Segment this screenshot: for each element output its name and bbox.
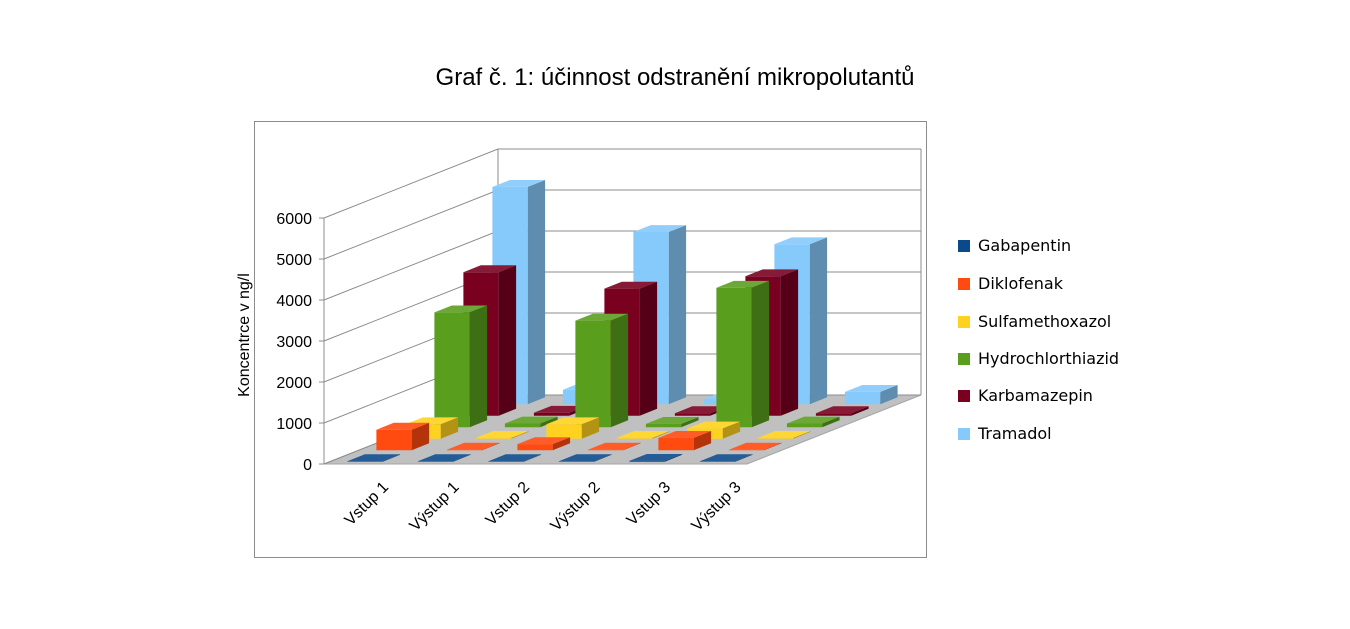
legend-swatch [958, 316, 970, 328]
y-axis-ticks: 0 1000 2000 3000 4000 5000 6000 [276, 211, 324, 474]
bar-diklofenak-vstup-3 [658, 431, 712, 451]
bar-hydrochlorthiazid-vstup-3 [716, 280, 770, 428]
legend-swatch [958, 240, 970, 252]
legend-swatch [958, 390, 970, 402]
legend-swatch [958, 353, 970, 365]
bar-sulfamethoxazol-vstup-3 [687, 421, 741, 439]
y-tick-label: 6000 [276, 211, 312, 228]
bar-hydrochlorthiazid-vystup-1 [504, 416, 558, 428]
bar-sulfamethoxazol-vstup-2 [546, 417, 600, 439]
bar-gabapentin-vystup-3 [699, 454, 753, 462]
bar-sulfamethoxazol-vystup-1 [475, 431, 529, 439]
bar-gabapentin-vystup-2 [558, 454, 612, 462]
bar-sulfamethoxazol-vystup-2 [616, 431, 670, 439]
bar-tramadol-vystup-3 [844, 385, 898, 405]
chart-bars [347, 180, 898, 462]
y-axis-label: Koncentrce v ng/l [236, 273, 253, 397]
bar-diklofenak-vystup-2 [587, 442, 641, 451]
legend-label: Diklofenak [978, 274, 1063, 293]
legend-label: Tramadol [978, 424, 1052, 443]
bar-diklofenak-vystup-1 [446, 442, 500, 451]
bar-hydrochlorthiazid-vstup-2 [575, 313, 629, 428]
bar-hydrochlorthiazid-vystup-3 [786, 416, 840, 428]
bar-sulfamethoxazol-vystup-3 [757, 431, 811, 439]
y-tick-label: 5000 [276, 252, 312, 269]
y-tick-label: 4000 [276, 293, 312, 310]
bar-karbamazepin-vystup-3 [815, 406, 869, 416]
legend-label: Hydrochlorthiazid [978, 349, 1120, 368]
bar-hydrochlorthiazid-vstup-1 [434, 305, 488, 428]
legend-label: Gabapentin [978, 236, 1072, 255]
legend-label: Sulfamethoxazol [978, 312, 1112, 331]
chart-title: Graf č. 1: účinnost odstranění mikropolu… [435, 64, 915, 91]
y-tick-label: 1000 [276, 416, 312, 433]
bar-gabapentin-vstup-1 [347, 454, 401, 462]
bar-gabapentin-vstup-3 [629, 454, 683, 462]
bar-diklofenak-vstup-1 [376, 422, 430, 451]
bar-gabapentin-vystup-1 [417, 454, 471, 462]
bar-diklofenak-vstup-2 [517, 437, 571, 451]
y-tick-label: 2000 [276, 375, 312, 392]
legend-swatch [958, 428, 970, 440]
legend-swatch [958, 278, 970, 290]
bar-gabapentin-vstup-2 [488, 454, 542, 462]
y-tick-label: 3000 [276, 334, 312, 351]
bar-diklofenak-vystup-3 [728, 442, 782, 451]
legend-label: Karbamazepin [978, 386, 1093, 405]
y-tick-label: 0 [303, 457, 312, 474]
bar-hydrochlorthiazid-vystup-2 [645, 417, 699, 428]
